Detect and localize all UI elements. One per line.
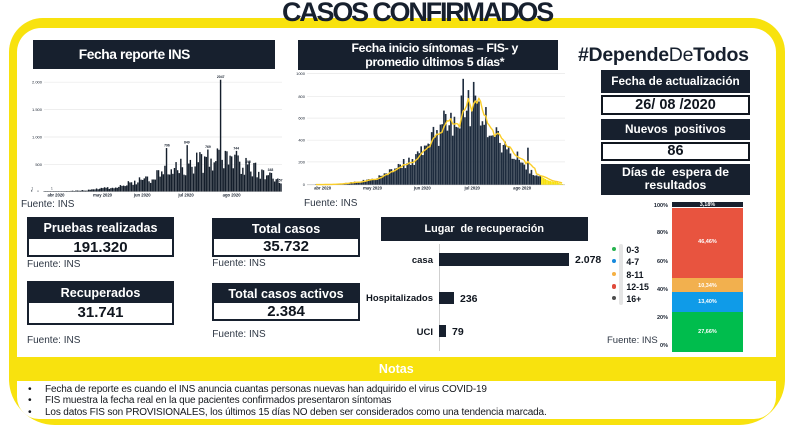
svg-text:ago 2020: ago 2020 <box>513 186 532 191</box>
svg-text:1: 1 <box>31 186 33 190</box>
svg-text:may 2020: may 2020 <box>363 186 383 191</box>
svg-text:jun 2020: jun 2020 <box>133 193 151 198</box>
svg-text:796: 796 <box>164 144 170 148</box>
svg-text:may 2020: may 2020 <box>93 193 113 198</box>
svg-text:1: 1 <box>51 186 53 190</box>
svg-text:348: 348 <box>268 168 274 172</box>
svg-text:495: 495 <box>245 160 251 164</box>
svg-text:1.500: 1.500 <box>32 107 43 112</box>
svg-text:2.000: 2.000 <box>32 80 43 85</box>
svg-text:157: 157 <box>277 178 283 182</box>
svg-text:abr 2020: abr 2020 <box>314 186 332 191</box>
svg-text:0: 0 <box>303 182 306 187</box>
svg-text:400: 400 <box>298 138 305 143</box>
svg-text:600: 600 <box>298 116 305 121</box>
svg-text:744: 744 <box>233 146 239 150</box>
svg-text:jul 2020: jul 2020 <box>177 193 194 198</box>
svg-text:jul 2020: jul 2020 <box>464 186 481 191</box>
svg-text:abr 2020: abr 2020 <box>48 193 66 198</box>
svg-text:jun 2020: jun 2020 <box>413 186 431 191</box>
svg-text:800: 800 <box>298 94 305 99</box>
svg-text:849: 849 <box>184 141 190 145</box>
svg-text:1000: 1000 <box>296 71 306 76</box>
svg-text:769: 769 <box>205 145 211 149</box>
svg-text:1.000: 1.000 <box>32 135 43 140</box>
svg-text:200: 200 <box>298 159 305 164</box>
svg-text:2047: 2047 <box>217 75 225 79</box>
svg-text:500: 500 <box>35 162 42 167</box>
svg-text:ago 2020: ago 2020 <box>223 193 242 198</box>
